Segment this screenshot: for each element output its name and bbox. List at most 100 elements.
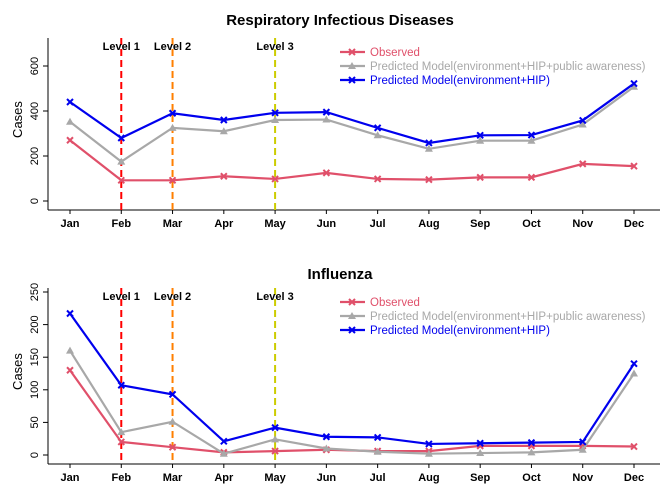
data-point — [527, 131, 536, 139]
chart-panel-1: Respiratory Infectious Diseases 0 200 400 60… — [10, 12, 660, 230]
data-point — [271, 116, 280, 123]
y-tick-label: 0 — [29, 452, 41, 458]
data-point — [271, 109, 279, 117]
chart-title: Influenza — [307, 266, 373, 283]
x-tick-label: Sep — [470, 218, 490, 230]
data-point — [630, 442, 638, 451]
data-point — [271, 435, 280, 443]
x-tick-label: Aug — [418, 218, 439, 230]
data-point — [373, 175, 382, 183]
legend-label: Predicted Model(environment+HIP) — [370, 325, 550, 337]
data-point — [66, 366, 74, 374]
x-tick-label: Jun — [317, 472, 337, 484]
data-point — [425, 175, 433, 184]
data-point — [476, 173, 484, 182]
data-point — [579, 160, 587, 168]
data-point — [527, 448, 536, 456]
data-point — [117, 438, 125, 446]
x-tick-label: Apr — [214, 472, 234, 484]
data-point — [630, 82, 638, 90]
data-point — [424, 144, 433, 152]
level-label: Level 1 — [103, 291, 140, 303]
legend-marker — [348, 298, 356, 306]
data-point — [579, 438, 587, 446]
x-tick-label: Jan — [61, 472, 80, 484]
x-tick-label: Jul — [370, 472, 386, 484]
legend-marker — [348, 76, 356, 84]
y-tick-label: 200 — [29, 315, 41, 333]
legend-label: Predicted Model(environment+HIP+public a… — [370, 311, 646, 323]
data-point — [476, 449, 485, 457]
x-tick-label: Nov — [572, 472, 594, 484]
data-point — [424, 449, 433, 457]
data-point — [66, 309, 74, 318]
data-point — [168, 417, 177, 425]
data-point — [220, 116, 228, 124]
data-point — [322, 444, 331, 452]
data-point — [527, 136, 536, 144]
level-label: Level 3 — [256, 41, 293, 53]
legend-label: Predicted Model(environment+HIP) — [370, 75, 550, 87]
y-tick-label: 0 — [29, 198, 41, 204]
x-tick-label: Feb — [111, 218, 131, 230]
data-point — [168, 390, 177, 399]
data-point — [66, 98, 74, 106]
data-point — [117, 176, 125, 185]
x-tick-label: Jul — [370, 218, 386, 230]
data-point — [66, 117, 74, 125]
data-point — [66, 346, 74, 354]
data-point — [579, 116, 587, 125]
data-point — [373, 124, 382, 132]
data-point — [66, 136, 74, 144]
data-point — [322, 108, 331, 116]
x-tick-label: Oct — [522, 218, 541, 230]
y-tick-label: 400 — [29, 102, 41, 120]
data-point — [630, 79, 638, 88]
data-point — [630, 360, 638, 368]
level-label: Level 2 — [154, 41, 191, 53]
y-tick-label: 600 — [29, 57, 41, 75]
chart-panel-2: Influenza 0 50 100 150 200 250 Cases Jan Feb Mar Ap… — [10, 266, 660, 484]
y-tick-label: 50 — [29, 416, 41, 428]
y-tick-label: 150 — [29, 348, 41, 366]
series-line — [69, 350, 635, 455]
data-point — [168, 176, 177, 185]
data-point — [425, 440, 433, 448]
series-line — [69, 312, 635, 446]
x-tick-label: Aug — [418, 472, 439, 484]
x-tick-label: Sep — [470, 472, 490, 484]
data-point — [476, 131, 484, 140]
data-point — [117, 381, 125, 389]
level-label: Level 3 — [256, 291, 293, 303]
x-tick-label: May — [264, 472, 286, 484]
series-line — [69, 85, 635, 163]
y-tick-label: 250 — [29, 283, 41, 301]
data-point — [322, 115, 331, 123]
legend-label: Observed — [370, 47, 420, 59]
y-tick-label: 200 — [29, 147, 41, 165]
data-point — [271, 175, 279, 183]
data-point — [476, 136, 485, 144]
data-point — [117, 428, 126, 436]
legend-marker — [348, 48, 356, 56]
y-axis-label: Cases — [10, 101, 25, 138]
x-tick-label: Mar — [163, 218, 183, 230]
data-point — [630, 162, 638, 170]
data-point — [168, 123, 177, 131]
data-point — [322, 433, 331, 441]
x-tick-label: Apr — [214, 218, 234, 230]
data-point — [578, 120, 587, 128]
legend-label: Predicted Model(environment+HIP+public a… — [370, 61, 646, 73]
data-point — [373, 433, 382, 442]
series-line — [69, 139, 635, 182]
x-tick-label: May — [264, 218, 286, 230]
x-tick-label: Jan — [61, 218, 80, 230]
data-point — [527, 438, 536, 447]
data-point — [220, 437, 228, 446]
data-point — [425, 139, 433, 147]
y-axis-label: Cases — [10, 353, 25, 390]
data-point — [219, 127, 228, 135]
data-point — [373, 447, 382, 455]
x-tick-label: Mar — [163, 472, 183, 484]
